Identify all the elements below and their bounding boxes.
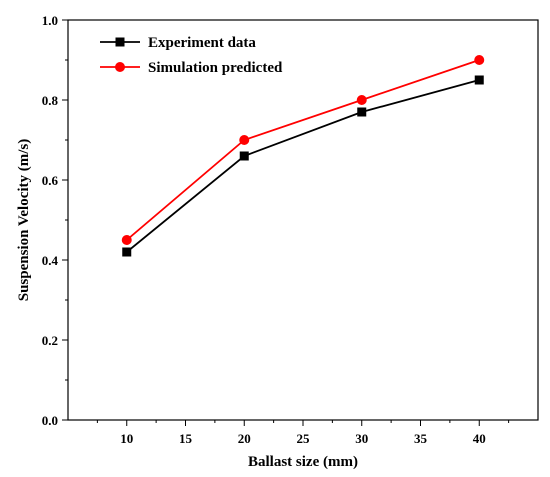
legend: Experiment data Simulation predicted: [100, 35, 283, 76]
data-point: [474, 55, 485, 65]
y-tick-label: 0.8: [42, 93, 59, 108]
legend-marker: [115, 62, 125, 72]
y-axis-title: Suspension Velocity (m/s): [16, 139, 32, 302]
x-tick-label: 20: [238, 431, 251, 446]
series-line: [126, 59, 480, 241]
plot-frame: [67, 19, 539, 421]
data-point: [356, 95, 367, 105]
series-line: [126, 79, 480, 253]
x-tick-label: 15: [179, 431, 193, 446]
y-tick-label: 0.4: [42, 253, 59, 268]
legend-label: Experiment data: [148, 35, 256, 51]
series-2: [121, 55, 485, 245]
legend-item: Simulation predicted: [100, 60, 283, 76]
x-tick-label: 30: [355, 431, 368, 446]
data-point: [239, 135, 250, 145]
x-axis-title: Ballast size (mm): [248, 454, 358, 470]
data-point: [121, 235, 132, 245]
legend-item: Experiment data: [100, 35, 256, 51]
y-tick-label: 0.6: [42, 173, 59, 188]
data-point: [239, 151, 249, 161]
y-tick-label: 0.2: [42, 333, 58, 348]
series-1: [122, 75, 484, 257]
y-tick-label: 0.0: [42, 413, 58, 428]
ticks: 10 15 20 25 30 35 40 0.0 0.2 0.4 0.6 0.8 1.0: [42, 13, 510, 446]
data-point: [357, 107, 367, 117]
axes: [67, 19, 539, 421]
x-tick-label: 10: [120, 431, 133, 446]
data-point: [122, 247, 132, 257]
series: [121, 55, 485, 257]
x-tick-label: 35: [414, 431, 428, 446]
data-point: [474, 75, 484, 85]
y-tick-label: 1.0: [42, 13, 58, 28]
x-tick-label: 40: [473, 431, 486, 446]
x-tick-label: 25: [297, 431, 311, 446]
legend-label: Simulation predicted: [148, 60, 283, 76]
legend-marker: [115, 37, 125, 47]
